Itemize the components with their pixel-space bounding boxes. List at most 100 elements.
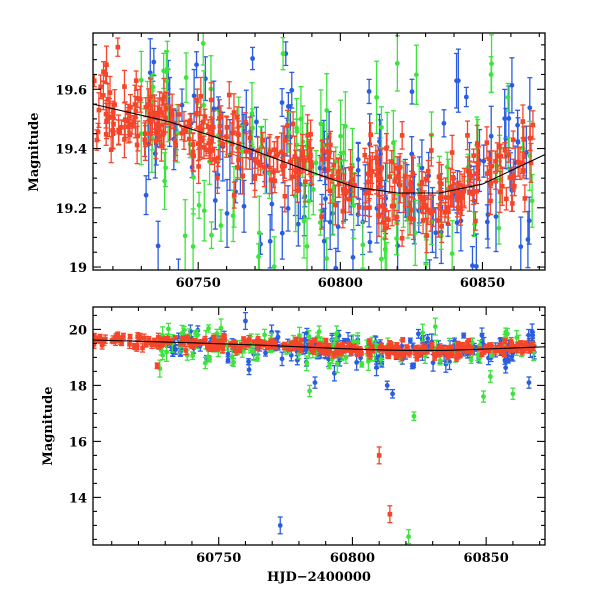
top-series-1-point xyxy=(394,221,400,256)
top-series-2-point xyxy=(306,140,312,176)
bottom-outlier-point xyxy=(307,384,313,398)
bottom-series-1-point xyxy=(359,361,365,368)
top-series-1-point xyxy=(218,209,224,242)
top-series-2-point xyxy=(197,128,203,143)
top-series-0-point xyxy=(469,245,475,270)
top-series-2-point xyxy=(115,37,121,57)
bottom-series-2-point xyxy=(501,352,507,358)
top-series-2-point xyxy=(510,130,516,150)
bottom-series-2-point xyxy=(386,343,392,350)
top-series-1-point xyxy=(304,217,310,270)
bottom-series-0-point xyxy=(461,332,467,339)
bottom-series-1-point xyxy=(181,325,187,335)
bottom-series-1-point xyxy=(378,353,384,366)
top-series-2-point xyxy=(179,125,185,141)
bottom-series-2-point xyxy=(221,332,227,339)
top-series-2-point xyxy=(231,93,237,132)
bottom-series-2-point xyxy=(189,339,195,350)
top-series-2-point xyxy=(184,119,190,134)
top-series-2-point xyxy=(497,170,503,214)
top-series-2-point xyxy=(215,148,221,168)
top-series-0-point xyxy=(151,47,157,77)
bottom-x-axis-title: HJD−2400000 xyxy=(267,570,371,585)
bottom-series-2-point xyxy=(460,341,466,347)
top-series-2-point xyxy=(352,172,358,198)
bottom-series-2-point xyxy=(197,339,203,345)
top-series-2-point xyxy=(363,182,369,204)
top-series-2-point xyxy=(503,187,509,211)
bottom-y-axis-title: Magnitude xyxy=(41,386,56,465)
bottom-series-2-point xyxy=(479,351,485,358)
bottom-series-0-point xyxy=(379,361,385,368)
top-series-0-point xyxy=(333,247,339,270)
top-series-2-point xyxy=(394,209,400,225)
top-series-2-point xyxy=(98,74,104,100)
top-series-2-point xyxy=(231,181,237,209)
top-series-2-point xyxy=(472,211,478,231)
top-series-2-point xyxy=(242,112,248,133)
top-series-2-point xyxy=(471,148,477,163)
top-series-0-point xyxy=(321,207,327,270)
top-series-2-point xyxy=(135,120,141,152)
bottom-outlier-point xyxy=(242,311,248,331)
top-series-2-point xyxy=(319,203,325,230)
top-series-1-point xyxy=(489,34,495,94)
top-y-tick-label: 19.4 xyxy=(55,143,87,158)
top-series-0-point xyxy=(285,92,291,121)
top-series-0-point xyxy=(525,210,531,269)
bottom-series-2-point xyxy=(323,337,329,345)
top-series-2-point xyxy=(449,134,455,171)
top-series-2-point xyxy=(163,91,169,125)
bottom-series-1-point xyxy=(255,354,261,362)
top-series-2-point xyxy=(459,184,465,211)
bottom-series-1-point xyxy=(468,355,474,365)
top-series-2-point xyxy=(196,148,202,185)
top-series-0-point xyxy=(454,52,460,109)
bottom-series-2-point xyxy=(308,339,314,348)
bottom-outlier-point xyxy=(376,446,382,465)
top-series-2-point xyxy=(466,173,472,212)
bottom-series-2-point xyxy=(413,344,419,350)
top-series-2-point xyxy=(410,198,416,241)
bottom-series-2-point xyxy=(509,341,515,349)
top-series-2-point xyxy=(369,159,375,185)
bottom-series-0-point xyxy=(246,364,252,376)
top-series-0-point xyxy=(250,46,256,71)
bottom-series-2-point xyxy=(449,350,455,359)
top-series-2-point xyxy=(157,124,163,149)
top-series-0-point xyxy=(285,185,291,232)
top-series-2-point xyxy=(450,174,456,208)
bottom-series-2-point xyxy=(120,332,126,341)
bottom-outlier-point xyxy=(432,317,438,336)
bottom-series-2-point xyxy=(298,337,304,343)
bottom-outlier-point xyxy=(411,411,417,422)
bottom-series-2-point xyxy=(445,345,451,351)
top-series-0-point xyxy=(155,220,161,270)
top-series-2-point xyxy=(329,169,335,184)
top-series-2-point xyxy=(430,194,436,227)
top-series-2-point xyxy=(527,125,533,151)
top-series-2-point xyxy=(382,194,388,226)
top-series-2-point xyxy=(349,166,355,193)
top-series-2-point xyxy=(436,161,442,192)
top-series-2-point xyxy=(173,134,179,157)
top-series-1-point xyxy=(313,150,319,176)
bottom-series-2-point xyxy=(405,350,411,356)
top-series-1-point xyxy=(196,191,202,219)
bottom-series-2-point xyxy=(134,342,140,352)
top-series-0-point xyxy=(523,125,529,180)
bottom-series-1-point xyxy=(487,370,493,383)
top-series-2-point xyxy=(515,147,521,177)
top-series-1-point xyxy=(449,220,455,270)
top-series-2-point xyxy=(252,159,258,198)
bottom-series-2-point xyxy=(331,350,337,359)
top-series-1-point xyxy=(182,199,188,270)
top-series-2-point xyxy=(428,134,434,167)
top-series-2-point xyxy=(224,116,230,139)
bottom-series-2-point xyxy=(454,354,460,362)
top-series-2-point xyxy=(453,182,459,199)
bottom-series-0-point xyxy=(530,331,536,339)
top-series-1-point xyxy=(306,183,312,220)
top-series-2-point xyxy=(343,181,349,201)
